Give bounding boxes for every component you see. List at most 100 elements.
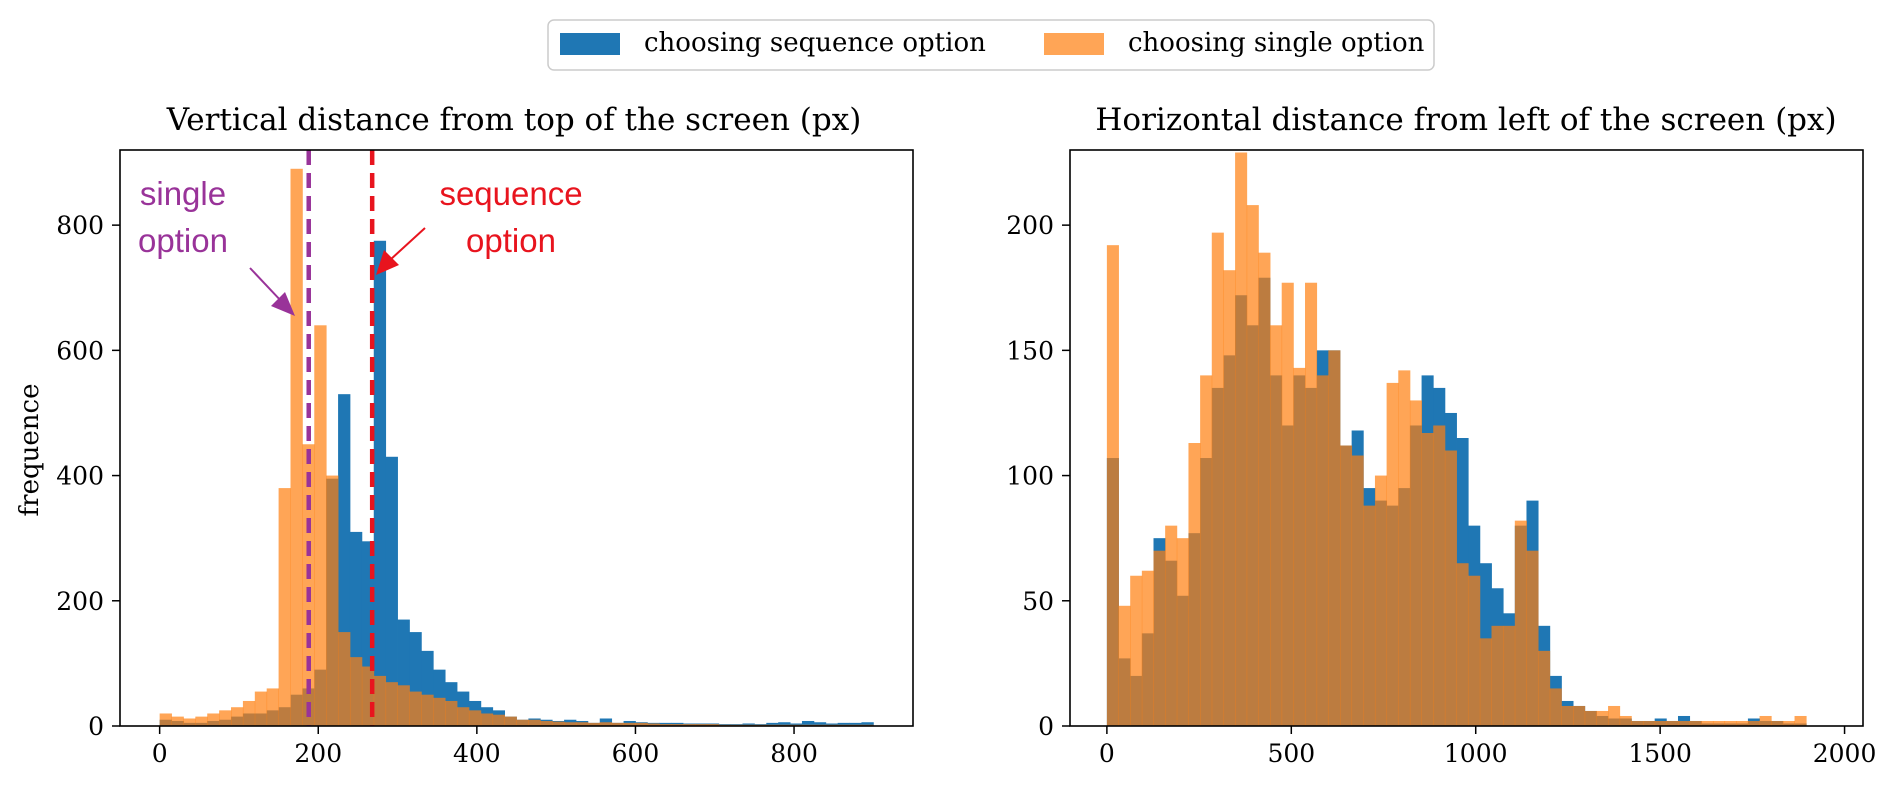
bar-single — [1176, 538, 1189, 726]
bar-single — [1444, 450, 1457, 726]
bar-single — [516, 719, 529, 726]
annotation-sequence-arrow — [389, 227, 426, 261]
bar-single — [1677, 720, 1691, 726]
bar-single — [1188, 443, 1201, 726]
bar-single — [433, 697, 446, 726]
bar-single — [1736, 720, 1749, 726]
bar-single — [1316, 375, 1329, 726]
annotation-single-arrowhead — [271, 292, 295, 316]
bar-single — [397, 685, 410, 726]
bar-single — [1386, 382, 1399, 726]
bar-single — [1608, 705, 1621, 726]
x-tick-label: 0 — [152, 739, 168, 768]
bar-sequence — [801, 720, 815, 726]
legend-frame — [547, 19, 1435, 71]
y-tick-label: 200 — [1006, 211, 1054, 240]
bar-single — [1712, 720, 1726, 726]
bar-single — [492, 714, 505, 726]
bar-single — [231, 707, 244, 726]
bar-single — [326, 475, 339, 726]
bar-sequence — [778, 722, 791, 726]
x-tick-label: 1000 — [1444, 739, 1508, 768]
annotation-sequence-option: sequence option — [376, 175, 583, 275]
bar-single — [1573, 705, 1586, 726]
annotation-sequence-arrowhead — [376, 250, 399, 275]
bar-single — [457, 707, 470, 726]
bar-single — [1223, 270, 1236, 726]
annotation-single-option: single option — [138, 175, 295, 316]
bar-single — [1759, 715, 1772, 726]
bar-single — [1409, 400, 1422, 726]
bar-single — [1270, 325, 1283, 726]
bar-single — [1782, 720, 1795, 726]
bar-single — [445, 700, 458, 726]
bar-single — [1141, 570, 1154, 726]
bar-single — [314, 325, 327, 726]
bar-single — [1363, 505, 1376, 726]
bar-single — [409, 691, 422, 726]
bar-single — [219, 710, 232, 726]
bar-single — [183, 718, 196, 726]
bar-single — [587, 722, 601, 726]
bar-sequence — [861, 722, 874, 726]
bar-single — [1503, 625, 1516, 726]
bar-single — [564, 722, 577, 726]
bar-single — [1200, 375, 1213, 726]
plot-frame — [119, 149, 914, 727]
bar-single — [278, 488, 291, 726]
y-tick-label: 600 — [56, 336, 104, 365]
y-tick-label: 150 — [1006, 336, 1054, 365]
bar-sequence — [813, 722, 827, 726]
annotation-sequence-line1: sequence — [439, 175, 582, 212]
x-tick-label: 600 — [612, 739, 660, 768]
bar-single — [1468, 575, 1481, 726]
annotation-single-line2: option — [138, 222, 228, 259]
reference-lines — [306, 150, 375, 726]
bar-single — [361, 666, 375, 726]
bar-single — [421, 694, 434, 726]
series-single-bars — [159, 168, 874, 726]
y-tick-label: 50 — [1022, 587, 1054, 616]
bar-single — [1328, 350, 1341, 726]
bar-single — [1538, 650, 1551, 726]
y-tick-label: 200 — [56, 587, 104, 616]
bar-single — [1701, 720, 1714, 726]
bar-sequence — [837, 722, 850, 726]
bar-single — [706, 724, 720, 726]
bar-single — [1771, 720, 1784, 726]
bar-single — [242, 700, 256, 726]
bar-single — [1305, 282, 1318, 726]
bar-single — [647, 723, 660, 726]
bar-single — [1211, 232, 1224, 726]
bar-single — [683, 724, 696, 726]
chart-title: Horizontal distance from left of the scr… — [1095, 102, 1836, 138]
axis-ticks: 0 200 400 600 800 0 200 400 600 800 — [56, 211, 818, 768]
bar-single — [552, 721, 565, 726]
bar-single — [1724, 720, 1737, 726]
bar-single — [1584, 710, 1597, 726]
bar-single — [195, 716, 208, 726]
bar-single — [1619, 715, 1632, 726]
bar-single — [1421, 432, 1434, 726]
bar-single — [338, 632, 351, 726]
x-tick-label: 500 — [1267, 739, 1315, 768]
bar-single — [480, 713, 494, 726]
bar-single — [694, 724, 708, 726]
bar-single — [540, 720, 553, 726]
bar-single — [385, 682, 398, 726]
bar-single — [659, 724, 672, 726]
axis-ticks: 0 500 1000 1500 2000 0 50 100 150 200 — [1006, 211, 1876, 768]
bar-single — [159, 713, 172, 726]
bar-single — [599, 722, 613, 726]
bar-single — [1549, 688, 1562, 726]
bar-single — [1654, 720, 1667, 726]
bar-single — [1631, 720, 1644, 726]
y-tick-label: 100 — [1006, 462, 1054, 491]
bar-single — [671, 724, 684, 726]
bar-single — [266, 688, 279, 726]
series-single-bars — [1106, 152, 1807, 727]
bar-single — [623, 722, 636, 726]
bar-single — [1246, 205, 1259, 727]
bar-single — [1351, 455, 1364, 726]
